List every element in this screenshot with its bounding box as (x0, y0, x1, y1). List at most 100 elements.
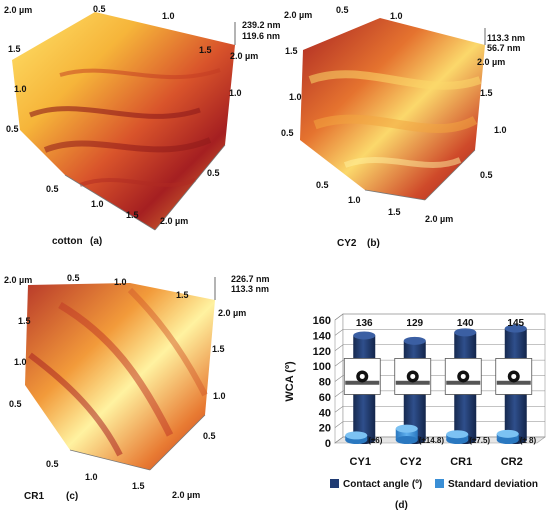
y-tick-label: 140 (313, 330, 331, 342)
tick-bottom-20: 2.0 µm (160, 216, 189, 226)
tick-bottom-05: 0.5 (46, 184, 59, 194)
std-dev-bar-base (496, 436, 519, 444)
y-tick-label: 60 (319, 392, 331, 404)
tick-top-left: 2.0 µm (4, 275, 33, 285)
x-tick-label: CR1 (450, 456, 472, 468)
tick-left-15: 1.5 (285, 46, 298, 56)
std-dev-label: (± 8) (520, 436, 537, 445)
tick-right-05: 0.5 (207, 168, 220, 178)
tick-bottom-15: 1.5 (126, 210, 139, 220)
std-dev-label: (±6) (368, 436, 383, 445)
legend-label-contact-angle: Contact angle (º) (343, 479, 422, 490)
std-dev-bar-base (395, 436, 418, 444)
tick-left-05: 0.5 (6, 124, 19, 134)
contact-angle-bar-top (454, 328, 477, 337)
tick-right-10: 1.0 (229, 88, 242, 98)
tick-bottom-10: 1.0 (348, 195, 361, 205)
afm-panel-cr1: 2.0 µm 0.5 1.0 1.5 1.5 1.0 0.5 226.7 nm … (0, 265, 275, 519)
legend-swatch-contact-angle (330, 479, 339, 488)
std-dev-bar-top (395, 424, 418, 433)
z-max: 226.7 nm (231, 274, 270, 284)
gridline (334, 313, 545, 321)
tick-right-20: 2.0 µm (230, 51, 259, 61)
tick-bottom-15: 1.5 (132, 481, 145, 491)
tick-top-right: 1.0 (162, 11, 175, 21)
droplet-highlight (359, 373, 365, 379)
z-mid: 113.3 nm (231, 284, 270, 294)
contact-angle-bar-top (353, 331, 376, 340)
droplet-substrate (446, 380, 481, 385)
tick-left-05: 0.5 (9, 399, 22, 409)
tick-top-mid: 0.5 (93, 4, 106, 14)
std-dev-label: (±14.8) (419, 436, 445, 445)
tick-left-10: 1.0 (14, 357, 27, 367)
droplet-highlight (511, 373, 517, 379)
tick-right-15: 1.5 (199, 45, 212, 55)
tick-top-left: 2.0 µm (4, 5, 33, 15)
tick-right-05: 0.5 (203, 431, 216, 441)
tick-right-05: 0.5 (480, 170, 493, 180)
tick-right-20: 2.0 µm (218, 308, 247, 318)
gridline (334, 421, 545, 428)
tick-bottom-20: 2.0 µm (172, 490, 201, 500)
tick-right-10: 1.0 (213, 391, 226, 401)
afm-surface-cotton (12, 12, 236, 231)
tick-top-mid: 0.5 (336, 5, 349, 15)
panel-tag-c: (c) (66, 491, 79, 502)
y-tick-label: 80 (319, 377, 331, 389)
panel-caption-cy2: CY2 (337, 238, 357, 249)
tick-top-left: 2.0 µm (284, 10, 313, 20)
legend-label-std-dev: Standard deviation (448, 479, 538, 490)
std-dev-bar-top (496, 429, 519, 438)
droplet-highlight (460, 373, 466, 379)
droplet-substrate (395, 380, 430, 385)
panel-caption-cotton: cotton (52, 236, 83, 247)
droplet-highlight (410, 373, 416, 379)
x-tick-label: CY1 (350, 456, 371, 468)
std-dev-bar-top (345, 431, 368, 440)
contact-angle-bar-top (504, 324, 527, 333)
z-mid: 119.6 nm (242, 31, 281, 41)
z-mid: 56.7 nm (487, 43, 521, 53)
tick-right-15: 1.5 (212, 344, 225, 354)
value-label: 136 (356, 318, 373, 329)
afm-panel-cy2: 2.0 µm 0.5 1.0 1.5 1.0 0.5 113.3 nm 56.7… (275, 0, 550, 250)
contact-angle-bar-top (403, 336, 426, 345)
x-tick-label: CY2 (400, 456, 421, 468)
tick-top-far: 1.5 (176, 290, 189, 300)
y-tick-label: 40 (319, 407, 331, 419)
value-label: 145 (507, 318, 524, 329)
wca-bar-chart: 0 20 40 60 80 100 120 140 160 WCA (º) 136 (±6) CY1 12… (284, 313, 546, 490)
tick-bottom-15: 1.5 (388, 207, 401, 217)
gridline (334, 329, 545, 336)
tick-bottom-05: 0.5 (316, 180, 329, 190)
afm-surface-cr1 (25, 277, 216, 471)
gridline (334, 436, 545, 444)
std-dev-bar-top (446, 430, 469, 439)
value-label: 140 (457, 318, 474, 329)
z-max: 239.2 nm (242, 20, 281, 30)
tick-right-10: 1.0 (494, 125, 507, 135)
value-label: 129 (406, 318, 423, 329)
afm-panel-cotton: 2.0 µm 0.5 1.0 1.5 1.0 0.5 239.2 nm 119.… (0, 0, 281, 250)
tick-left-05: 0.5 (281, 128, 294, 138)
y-tick-label: 160 (313, 315, 331, 327)
tick-top-right: 1.0 (114, 277, 127, 287)
tick-left-10: 1.0 (14, 84, 27, 94)
tick-left-15: 1.5 (8, 44, 21, 54)
y-tick-label: 20 (319, 423, 331, 435)
tick-bottom-10: 1.0 (85, 472, 98, 482)
tick-left-10: 1.0 (289, 92, 302, 102)
y-tick-label: 100 (313, 361, 331, 373)
x-tick-label: CR2 (501, 456, 523, 468)
std-dev-bar (395, 428, 418, 440)
panel-tag-b: (b) (367, 238, 380, 249)
wca-chart-panel: 0 20 40 60 80 100 120 140 160 WCA (º) 136 (±6) CY1 12… (275, 290, 550, 519)
gridline (334, 405, 545, 413)
tick-left-15: 1.5 (18, 316, 31, 326)
legend-swatch-std-dev (435, 479, 444, 488)
y-tick-label: 120 (313, 346, 331, 358)
y-tick-label: 0 (325, 438, 331, 450)
tick-top-mid: 0.5 (67, 273, 80, 283)
tick-top-right: 1.0 (390, 11, 403, 21)
